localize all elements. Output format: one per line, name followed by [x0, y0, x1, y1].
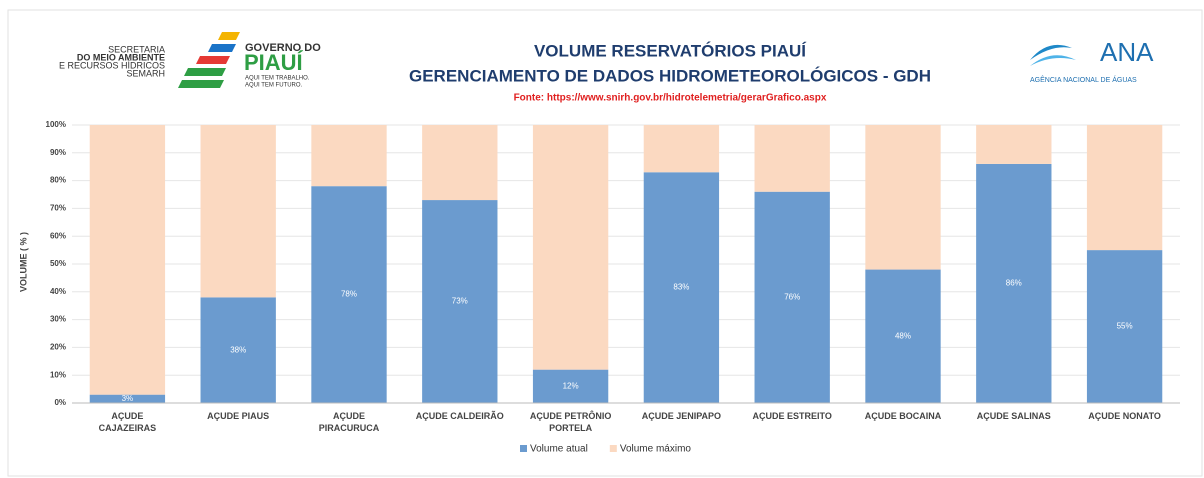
semarh-logo: SECRETARIA DO MEIO AMBIENTE E RECURSOS H… — [59, 44, 165, 78]
bar-segment — [865, 269, 941, 403]
logo-text: E RECURSOS HÍDRICOS — [59, 60, 165, 70]
y-tick-label: 0% — [54, 398, 66, 407]
y-tick-label: 50% — [50, 259, 66, 268]
y-tick-label: 90% — [50, 148, 66, 157]
x-tick-label: AÇUDE PIAUS — [207, 411, 270, 421]
bar-segment — [754, 125, 830, 192]
legend-swatch — [520, 445, 527, 452]
bar-segment — [89, 125, 166, 395]
y-tick-label: 40% — [50, 287, 66, 296]
bar-segment — [200, 297, 276, 403]
logo-text: AQUI TEM FUTURO. — [245, 83, 303, 89]
x-tick-label: AÇUDE SALINAS — [976, 411, 1051, 421]
legend-swatch — [609, 445, 617, 452]
legend-label: Volume atual — [530, 444, 588, 455]
x-tick-label: AÇUDE JENIPAPO — [641, 411, 722, 421]
bar-segment — [976, 125, 1052, 164]
y-tick-label: 30% — [50, 315, 66, 324]
bar-segment — [311, 125, 387, 187]
logo-text: SEMARH — [126, 68, 165, 78]
x-tick-label: AÇUDE PETRÔNIO PORTELA — [529, 411, 612, 433]
data-label: 76% — [784, 292, 800, 301]
bar-segment — [422, 200, 498, 403]
logo-text: DO MEIO AMBIENTE — [77, 52, 165, 62]
data-label: 3% — [122, 394, 134, 403]
data-label: 38% — [230, 345, 246, 354]
logo-text: AGÊNCIA NACIONAL DE ÁGUAS — [1030, 75, 1137, 84]
data-label: 73% — [452, 297, 468, 306]
data-label: 86% — [1006, 279, 1022, 288]
logo-text: AQUI TEM TRABALHO. — [245, 76, 310, 82]
y-tick-label: 20% — [50, 343, 66, 352]
logo-text: PIAUÍ — [244, 50, 304, 75]
bar-segment — [532, 125, 609, 370]
y-tick-label: 70% — [50, 204, 66, 213]
data-label: 78% — [341, 290, 357, 299]
y-tick-label: 60% — [50, 231, 66, 240]
data-label: 48% — [895, 331, 911, 340]
x-tick-label: AÇUDE NONATO — [1088, 411, 1161, 421]
y-tick-label: 80% — [50, 176, 66, 185]
x-tick-label: AÇUDE CAJAZEIRAS — [98, 411, 157, 433]
y-tick-label: 10% — [50, 370, 66, 379]
bar-segment — [422, 125, 498, 201]
ana-logo: ANA AGÊNCIA NACIONAL DE ÁGUAS — [1030, 37, 1154, 84]
bar-segment — [532, 369, 609, 403]
x-tick-label: AÇUDE CALDEIRÃO — [415, 411, 504, 421]
y-tick-label: 100% — [46, 120, 66, 129]
x-tick-label: AÇUDE PIRACURUCA — [318, 411, 380, 433]
logo-text: ANA — [1100, 37, 1154, 67]
data-label: 12% — [563, 381, 579, 390]
bar-segment — [643, 125, 720, 173]
x-tick-label: AÇUDE BOCAINA — [864, 411, 942, 421]
frame — [7, 9, 1203, 477]
legend-label: Volume máximo — [620, 444, 692, 455]
bar-segment — [865, 125, 941, 270]
y-axis-label: VOLUME ( % ) — [18, 232, 28, 292]
bar-segment — [976, 163, 1052, 403]
source: Fonte: https://www.snirh.gov.br/hidrotel… — [514, 93, 827, 104]
chart-subtitle: GERENCIAMENTO DE DADOS HIDROMETEOROLÓGIC… — [409, 66, 931, 85]
chart-title: VOLUME RESERVATÓRIOS PIAUÍ — [534, 41, 807, 60]
bar-segment — [1086, 250, 1163, 403]
logo-text: SECRETARIA — [108, 44, 165, 54]
bar-segment — [643, 172, 720, 403]
bar-segment — [200, 125, 276, 298]
bar-segment — [754, 191, 830, 403]
data-label: 83% — [673, 283, 689, 292]
x-tick-label: AÇUDE ESTREITO — [752, 411, 832, 421]
bar-segment — [1086, 125, 1163, 251]
data-label: 55% — [1117, 322, 1133, 331]
bar-segment — [311, 186, 387, 403]
logo-text: GOVERNO DO — [245, 42, 321, 54]
governo-logo: GOVERNO DO PIAUÍ AQUI TEM TRABALHO. AQUI… — [178, 32, 321, 89]
bar-segment — [89, 394, 166, 403]
